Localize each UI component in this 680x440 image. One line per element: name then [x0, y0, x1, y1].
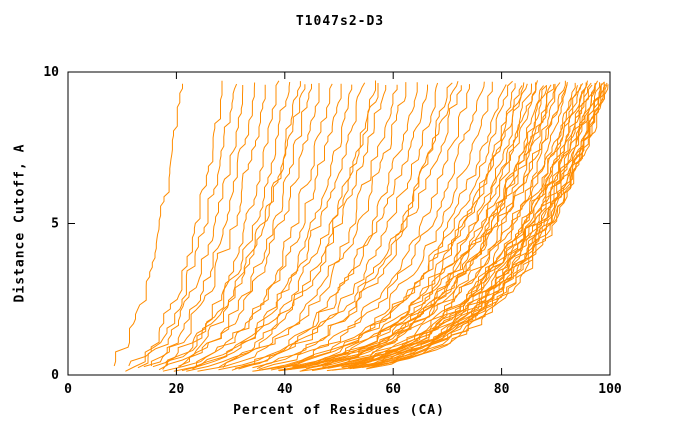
x-tick-label: 80: [494, 382, 510, 397]
y-tick-label: 10: [43, 65, 59, 80]
prediction-curve: [279, 85, 578, 372]
chart-title: T1047s2-D3: [295, 14, 385, 29]
x-tick-label: 100: [598, 382, 622, 397]
prediction-curve: [299, 83, 588, 372]
prediction-curve: [165, 84, 306, 367]
prediction-curve: [143, 82, 256, 368]
x-tick-label: 40: [277, 382, 293, 397]
prediction-curve: [295, 82, 537, 368]
prediction-curve: [238, 82, 418, 370]
prediction-curve: [252, 85, 462, 369]
prediction-curve: [295, 84, 548, 369]
prediction-curve: [137, 85, 244, 369]
prediction-curve: [348, 80, 588, 368]
prediction-curve: [372, 84, 608, 368]
y-tick-label: 0: [51, 368, 59, 383]
prediction-curve: [352, 84, 609, 369]
prediction-curve: [343, 83, 568, 368]
prediction-curve: [173, 83, 333, 372]
prediction-curve: [341, 82, 587, 368]
prediction-curve: [270, 84, 507, 371]
prediction-curve: [342, 82, 608, 369]
prediction-curve: [256, 82, 453, 370]
x-tick-label: 60: [385, 382, 401, 397]
x-tick-label: 0: [64, 382, 72, 397]
prediction-curve: [128, 80, 223, 367]
prediction-curve: [222, 82, 407, 368]
prediction-curve: [218, 84, 428, 371]
prediction-curve: [162, 83, 342, 372]
prediction-curve: [197, 84, 398, 372]
prediction-curve: [282, 83, 556, 371]
prediction-curve: [288, 82, 568, 370]
axes-group: 0 20 40 60 80 100 0 5 10: [43, 65, 622, 397]
prediction-curve: [234, 81, 459, 369]
prediction-curve: [179, 83, 312, 368]
prediction-curve: [125, 83, 238, 372]
curves-group: [113, 80, 609, 372]
prediction-curve: [292, 80, 513, 367]
prediction-curve: [150, 84, 266, 366]
prediction-curve: [231, 82, 439, 371]
prediction-curve: [321, 82, 561, 369]
prediction-curve: [192, 82, 366, 370]
prediction-curve: [158, 81, 291, 371]
prediction-curve: [152, 80, 280, 368]
prediction-curve: [305, 80, 538, 370]
y-tick-label: 5: [51, 217, 59, 232]
x-axis-label: Percent of Residues (CA): [233, 403, 445, 418]
prediction-curve: [194, 83, 379, 367]
prediction-curve: [322, 84, 555, 369]
prediction-curve: [353, 83, 602, 368]
prediction-curve: [218, 80, 376, 368]
prediction-curve: [328, 80, 599, 369]
prediction-curve: [178, 83, 320, 367]
prediction-curve: [312, 82, 600, 372]
prediction-curve: [277, 83, 528, 369]
prediction-curve: [260, 81, 485, 371]
prediction-curve: [113, 83, 183, 367]
x-tick-label: 20: [169, 382, 185, 397]
prediction-curve: [181, 84, 353, 372]
prediction-curve: [319, 85, 547, 367]
prediction-curve: [162, 81, 301, 370]
prediction-curve: [278, 82, 525, 371]
prediction-curve: [186, 85, 387, 372]
prediction-curve: [258, 84, 470, 370]
prediction-curve: [322, 84, 552, 368]
